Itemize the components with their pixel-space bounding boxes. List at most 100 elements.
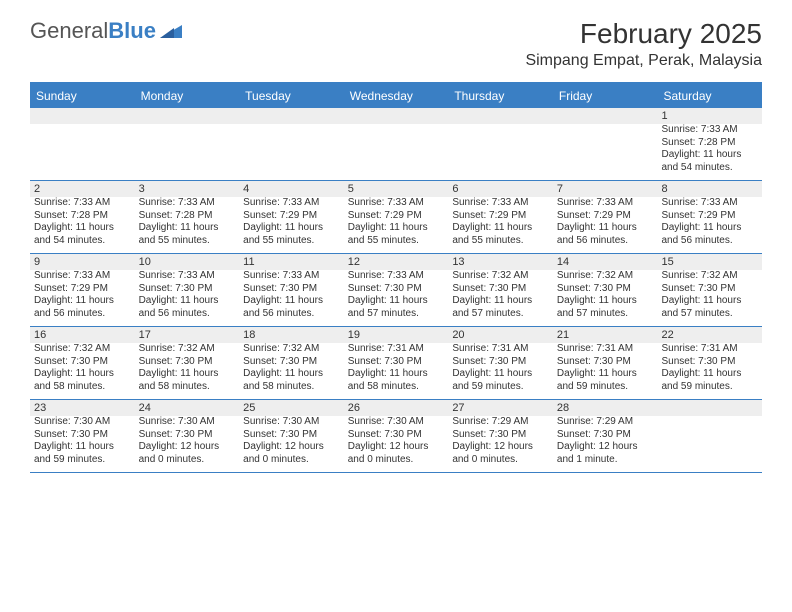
day-info-line: and 55 minutes. [243, 235, 340, 248]
day-info-line: and 0 minutes. [348, 454, 445, 467]
day-number: 14 [553, 254, 658, 270]
day-info-line: Sunrise: 7:33 AM [348, 197, 445, 210]
day-cell [553, 124, 658, 180]
day-info-line: Sunrise: 7:32 AM [557, 270, 654, 283]
day-info-line: Daylight: 11 hours [452, 368, 549, 381]
day-info-line: Sunrise: 7:32 AM [661, 270, 758, 283]
day-cell: Sunrise: 7:30 AMSunset: 7:30 PMDaylight:… [30, 416, 135, 472]
day-info-line: Sunrise: 7:32 AM [243, 343, 340, 356]
day-cell: Sunrise: 7:33 AMSunset: 7:29 PMDaylight:… [239, 197, 344, 253]
calendar: Sunday Monday Tuesday Wednesday Thursday… [30, 82, 762, 473]
content-row: Sunrise: 7:33 AMSunset: 7:28 PMDaylight:… [30, 124, 762, 180]
day-info-line: Sunrise: 7:32 AM [452, 270, 549, 283]
day-info-line: Sunrise: 7:31 AM [557, 343, 654, 356]
day-info-line: Sunset: 7:28 PM [139, 210, 236, 223]
day-info-line: Daylight: 11 hours [34, 441, 131, 454]
day-info-line: Sunrise: 7:31 AM [348, 343, 445, 356]
day-cell [135, 124, 240, 180]
day-number: 16 [30, 327, 135, 343]
day-info-line: Sunrise: 7:33 AM [34, 270, 131, 283]
day-info-line: Sunset: 7:29 PM [661, 210, 758, 223]
day-number: 7 [553, 181, 658, 197]
day-info-line: Sunset: 7:30 PM [557, 356, 654, 369]
day-cell [30, 124, 135, 180]
day-info-line: Daylight: 12 hours [452, 441, 549, 454]
day-number: 19 [344, 327, 449, 343]
day-cell: Sunrise: 7:31 AMSunset: 7:30 PMDaylight:… [553, 343, 658, 399]
day-info-line: Sunset: 7:30 PM [452, 429, 549, 442]
day-number: 2 [30, 181, 135, 197]
day-cell: Sunrise: 7:33 AMSunset: 7:28 PMDaylight:… [135, 197, 240, 253]
day-info-line: and 59 minutes. [661, 381, 758, 394]
day-cell: Sunrise: 7:32 AMSunset: 7:30 PMDaylight:… [553, 270, 658, 326]
day-cell: Sunrise: 7:30 AMSunset: 7:30 PMDaylight:… [239, 416, 344, 472]
day-info-line: and 57 minutes. [452, 308, 549, 321]
day-info-line: and 56 minutes. [661, 235, 758, 248]
logo-text-gray: General [30, 18, 108, 44]
day-info-line: Sunset: 7:30 PM [243, 356, 340, 369]
weekday-fri: Friday [553, 84, 658, 108]
day-info-line: Sunrise: 7:33 AM [243, 270, 340, 283]
day-number: 9 [30, 254, 135, 270]
day-info-line: and 54 minutes. [34, 235, 131, 248]
weekday-thu: Thursday [448, 84, 553, 108]
day-cell: Sunrise: 7:31 AMSunset: 7:30 PMDaylight:… [344, 343, 449, 399]
day-number: 18 [239, 327, 344, 343]
day-info-line: Sunset: 7:29 PM [34, 283, 131, 296]
day-cell: Sunrise: 7:29 AMSunset: 7:30 PMDaylight:… [553, 416, 658, 472]
day-info-line: Daylight: 11 hours [452, 222, 549, 235]
day-cell: Sunrise: 7:33 AMSunset: 7:30 PMDaylight:… [135, 270, 240, 326]
day-info-line: and 0 minutes. [139, 454, 236, 467]
weekday-wed: Wednesday [344, 84, 449, 108]
day-cell: Sunrise: 7:32 AMSunset: 7:30 PMDaylight:… [30, 343, 135, 399]
day-number: 10 [135, 254, 240, 270]
day-info-line: Sunrise: 7:29 AM [452, 416, 549, 429]
day-info-line: and 59 minutes. [452, 381, 549, 394]
weeks-container: 1Sunrise: 7:33 AMSunset: 7:28 PMDaylight… [30, 108, 762, 473]
day-info-line: Sunrise: 7:33 AM [661, 124, 758, 137]
week-row: Sunrise: 7:33 AMSunset: 7:29 PMDaylight:… [30, 270, 762, 327]
day-info-line: Sunset: 7:30 PM [34, 429, 131, 442]
day-cell: Sunrise: 7:32 AMSunset: 7:30 PMDaylight:… [448, 270, 553, 326]
day-info-line: and 58 minutes. [348, 381, 445, 394]
day-number: 1 [657, 108, 762, 124]
week: 232425262728Sunrise: 7:30 AMSunset: 7:30… [30, 400, 762, 473]
day-info-line: Daylight: 11 hours [661, 295, 758, 308]
day-info-line: and 56 minutes. [557, 235, 654, 248]
day-info-line: Sunset: 7:30 PM [34, 356, 131, 369]
day-info-line: Daylight: 11 hours [139, 368, 236, 381]
week-row: Sunrise: 7:33 AM Sunset: 7:28 PM Daylight:… [30, 197, 762, 254]
content-row: Sunrise: 7:32 AMSunset: 7:30 PMDaylight:… [30, 343, 762, 399]
day-number: 20 [448, 327, 553, 343]
week-row: Sunrise: 7:32 AMSunset: 7:30 PMDaylight:… [30, 343, 762, 400]
day-cell [344, 124, 449, 180]
content-row: Sunrise: 7:33 AMSunset: 7:29 PMDaylight:… [30, 270, 762, 326]
day-info-line: Sunrise: 7:33 AM [661, 197, 758, 210]
day-info-line: and 57 minutes. [348, 308, 445, 321]
day-info-line: Sunset: 7:29 PM [557, 210, 654, 223]
day-info-line: and 1 minute. [557, 454, 654, 467]
day-info-line: and 58 minutes. [243, 381, 340, 394]
day-info-line: Daylight: 12 hours [243, 441, 340, 454]
day-info-line: Sunset: 7:30 PM [661, 283, 758, 296]
day-info-line: Sunset: 7:30 PM [139, 283, 236, 296]
day-info-line: and 55 minutes. [452, 235, 549, 248]
location-label: Simpang Empat, Perak, Malaysia [525, 52, 762, 70]
day-cell: Sunrise: 7:30 AMSunset: 7:30 PMDaylight:… [135, 416, 240, 472]
day-info-line: Daylight: 11 hours [139, 295, 236, 308]
week: 16171819202122Sunrise: 7:32 AMSunset: 7:… [30, 327, 762, 400]
week: 1Sunrise: 7:33 AMSunset: 7:28 PMDaylight… [30, 108, 762, 181]
day-number: 28 [553, 400, 658, 416]
day-info-line: Sunset: 7:29 PM [452, 210, 549, 223]
day-cell [448, 124, 553, 180]
daynum-row: 1 [30, 108, 762, 124]
day-info-line: Sunrise: 7:31 AM [452, 343, 549, 356]
day-cell [657, 416, 762, 472]
day-info-line: Sunset: 7:30 PM [348, 356, 445, 369]
day-info-line: Daylight: 11 hours [34, 222, 131, 235]
day-info-line: Sunrise: 7:33 AM [452, 197, 549, 210]
day-cell: Sunrise: 7:32 AMSunset: 7:30 PMDaylight:… [239, 343, 344, 399]
weekday-sat: Saturday [657, 84, 762, 108]
day-number: 23 [30, 400, 135, 416]
day-info-line: Daylight: 11 hours [348, 295, 445, 308]
